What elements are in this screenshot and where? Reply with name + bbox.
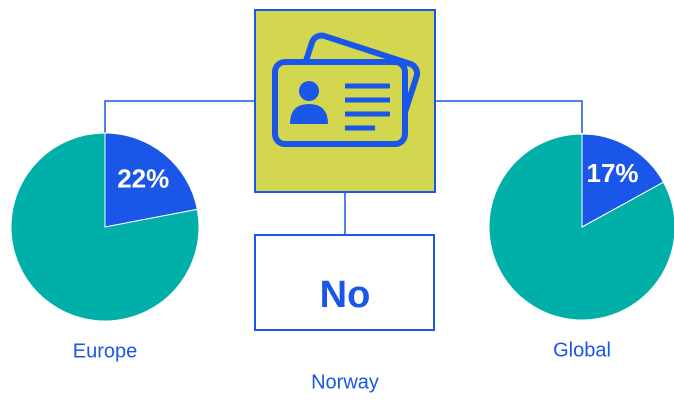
slice-label: 17% <box>587 158 639 188</box>
slice-label: 22% <box>117 164 169 194</box>
pie-title: Europe <box>73 340 138 362</box>
connector <box>435 100 583 133</box>
pie-slice <box>104 132 198 228</box>
connectors <box>104 100 583 235</box>
pie-title: Global <box>553 339 611 361</box>
person-head <box>299 81 319 101</box>
pie-slice <box>10 132 200 322</box>
center-label: Norway <box>311 371 379 393</box>
id-card-icon <box>272 32 421 147</box>
pie-slice <box>581 133 665 228</box>
connector <box>104 100 255 133</box>
answer: No <box>320 274 371 316</box>
person-body <box>290 104 328 124</box>
pie-slice <box>488 133 674 321</box>
card-front <box>272 59 408 147</box>
answer-box <box>254 234 435 331</box>
